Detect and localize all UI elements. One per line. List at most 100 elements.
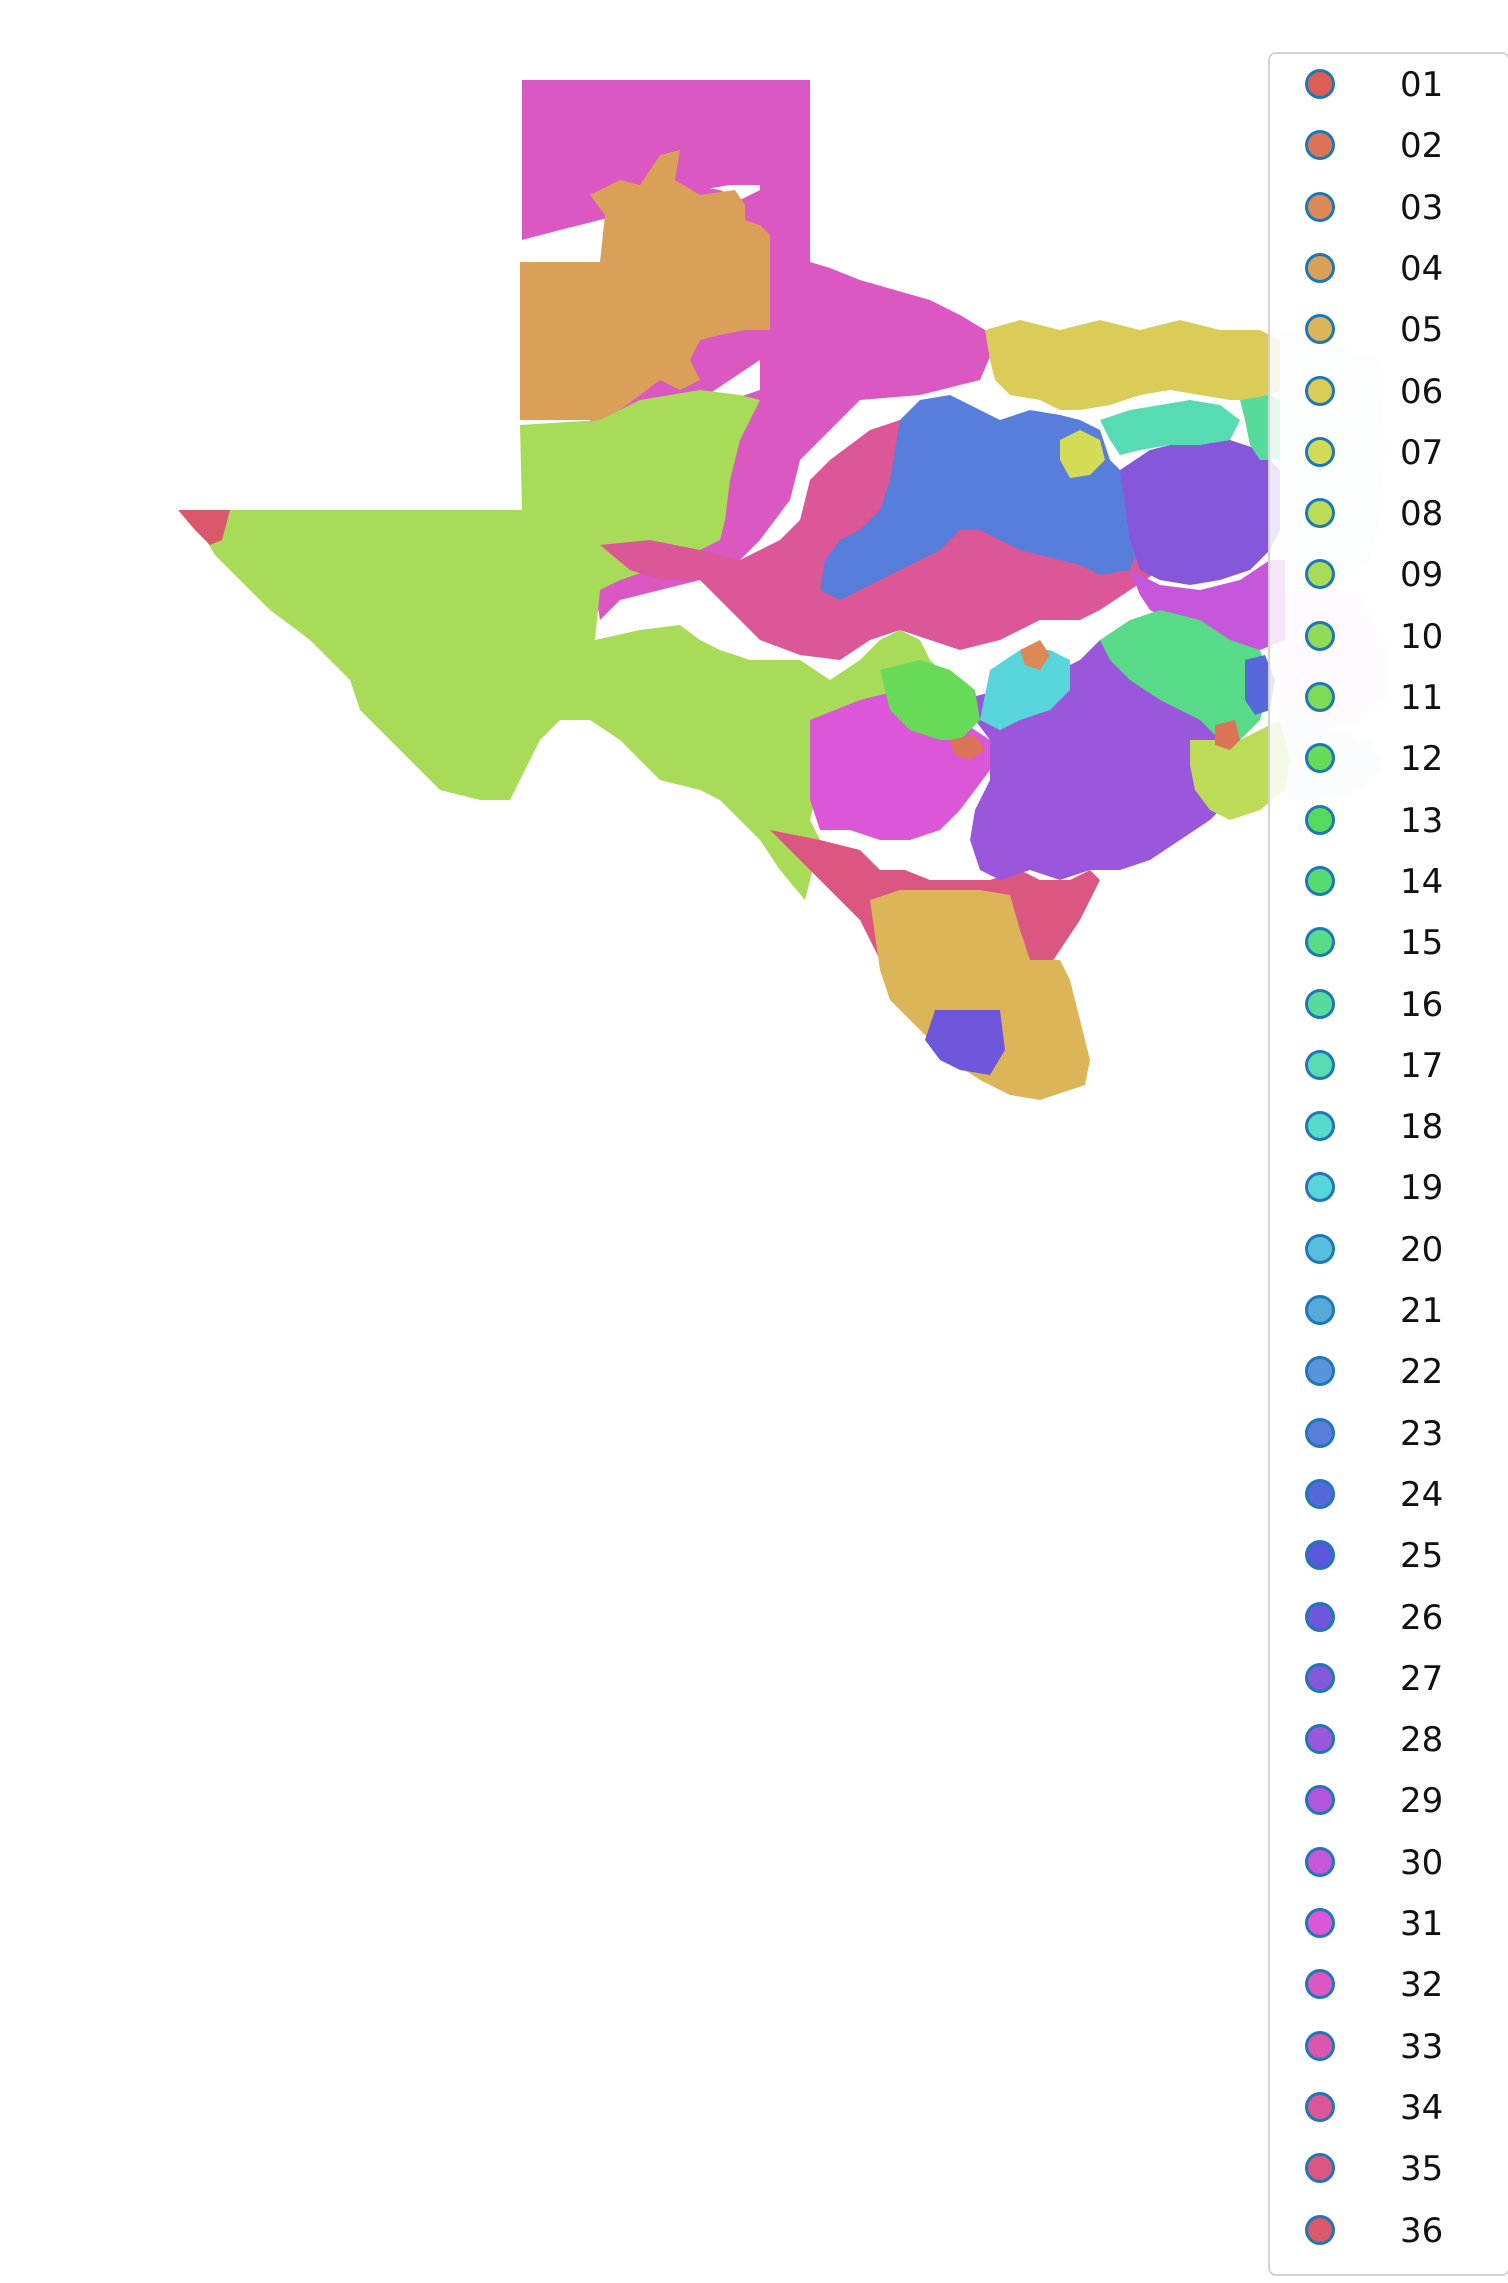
legend-marker-icon	[1305, 130, 1335, 161]
legend-entry: 05	[1270, 300, 1506, 360]
district-region-07	[1060, 430, 1105, 478]
legend-entry: 08	[1270, 484, 1506, 544]
legend-entry: 01	[1270, 55, 1506, 115]
legend-entry: 14	[1270, 852, 1506, 912]
legend-label: 22	[1400, 1352, 1444, 1393]
legend-label: 24	[1400, 1474, 1444, 1515]
legend-marker-icon	[1305, 682, 1335, 712]
legend-label: 35	[1400, 2149, 1444, 2190]
legend-entry: 19	[1270, 1158, 1506, 1218]
legend-label: 20	[1400, 1229, 1444, 1270]
legend-entry: 06	[1270, 362, 1506, 422]
district-region-06	[985, 320, 1280, 410]
legend-entry: 20	[1270, 1220, 1506, 1280]
legend-label: 33	[1400, 2026, 1444, 2067]
legend-entry: 10	[1270, 607, 1506, 667]
district-region-03-austin	[1020, 640, 1050, 670]
legend-entry: 13	[1270, 791, 1506, 851]
legend-label: 28	[1400, 1720, 1444, 1761]
legend-entry: 33	[1270, 2017, 1506, 2077]
legend-entry: 30	[1270, 1833, 1506, 1893]
legend-entry: 31	[1270, 1894, 1506, 1954]
legend-label: 03	[1400, 187, 1444, 228]
legend-marker-icon	[1305, 1111, 1335, 1142]
legend-marker-icon	[1305, 620, 1335, 651]
legend-entry: 15	[1270, 913, 1506, 973]
legend-label: 31	[1400, 1904, 1444, 1944]
legend-label: 19	[1400, 1168, 1444, 1209]
legend-entry: 07	[1270, 423, 1506, 483]
legend-marker-icon	[1305, 865, 1335, 896]
legend-entry: 17	[1270, 1036, 1506, 1096]
legend-label: 15	[1400, 923, 1444, 964]
legend-marker-icon	[1305, 1417, 1335, 1448]
legend-marker-icon	[1305, 191, 1335, 222]
legend-label: 12	[1400, 739, 1444, 780]
legend-label: 21	[1400, 1291, 1444, 1331]
legend-marker-icon	[1305, 1172, 1335, 1203]
legend-marker-icon	[1305, 1356, 1335, 1387]
legend-marker-icon	[1305, 314, 1335, 345]
district-region-27	[1120, 440, 1280, 585]
legend-marker-icon	[1305, 1846, 1335, 1877]
legend-label: 08	[1400, 494, 1444, 535]
legend-label: 23	[1400, 1413, 1444, 1454]
legend-marker-icon	[1305, 498, 1335, 529]
map-legend: 01 02 03 04 05 06 07 08 09 10 11 12 13 14 15 16 17 18 19 20…	[1268, 52, 1508, 2276]
legend-marker-icon	[1305, 988, 1335, 1019]
district-region-02-sa	[950, 735, 985, 760]
legend-label: 01	[1400, 65, 1444, 105]
legend-marker-icon	[1305, 252, 1335, 283]
legend-entry: 03	[1270, 178, 1506, 238]
district-region-24-houston	[1245, 655, 1275, 715]
legend-label: 04	[1400, 248, 1444, 289]
district-region-15	[1100, 610, 1270, 740]
district-region-02-houston	[1215, 720, 1240, 750]
legend-marker-icon	[1305, 2153, 1335, 2184]
legend-label: 09	[1400, 555, 1444, 596]
district-region-12	[880, 660, 980, 740]
legend-marker-icon	[1305, 1478, 1335, 1509]
legend-entry: 25	[1270, 1526, 1506, 1586]
legend-entry: 35	[1270, 2139, 1506, 2199]
legend-entry: 23	[1270, 1404, 1506, 1464]
legend-marker-icon	[1305, 375, 1335, 406]
legend-label: 07	[1400, 432, 1444, 473]
legend-label: 25	[1400, 1536, 1444, 1577]
legend-label: 18	[1400, 1107, 1444, 1148]
legend-label: 02	[1400, 126, 1444, 167]
legend-marker-icon	[1305, 1908, 1335, 1938]
legend-entry: 32	[1270, 1955, 1506, 2015]
legend-marker-icon	[1305, 559, 1335, 590]
legend-marker-icon	[1305, 1295, 1335, 1325]
legend-entry: 34	[1270, 2078, 1506, 2138]
legend-label: 27	[1400, 1658, 1444, 1699]
legend-entry: 36	[1270, 2201, 1506, 2261]
legend-label: 14	[1400, 861, 1444, 902]
legend-entry: 24	[1270, 1465, 1506, 1525]
legend-marker-icon	[1305, 743, 1335, 774]
legend-marker-icon	[1305, 1233, 1335, 1264]
legend-label: 32	[1400, 1965, 1444, 2006]
legend-marker-icon	[1305, 1724, 1335, 1755]
legend-marker-icon	[1305, 2030, 1335, 2061]
legend-entry: 04	[1270, 239, 1506, 299]
district-region-30	[1130, 560, 1285, 650]
legend-marker-icon	[1305, 1540, 1335, 1571]
legend-marker-icon	[1305, 1601, 1335, 1632]
legend-entry: 18	[1270, 1097, 1506, 1157]
legend-marker-icon	[1305, 804, 1335, 835]
district-region-05-south	[870, 890, 1090, 1100]
legend-entry: 27	[1270, 1649, 1506, 1709]
legend-marker-icon	[1305, 2091, 1335, 2122]
legend-label: 30	[1400, 1842, 1444, 1883]
legend-marker-icon	[1305, 1969, 1335, 2000]
legend-label: 16	[1400, 984, 1444, 1025]
legend-label: 10	[1400, 616, 1444, 657]
district-region-19	[980, 650, 1070, 730]
legend-marker-icon	[1305, 1662, 1335, 1693]
legend-entry: 21	[1270, 1281, 1506, 1341]
legend-marker-icon	[1305, 1049, 1335, 1080]
legend-entry: 11	[1270, 668, 1506, 728]
legend-label: 11	[1400, 678, 1444, 718]
